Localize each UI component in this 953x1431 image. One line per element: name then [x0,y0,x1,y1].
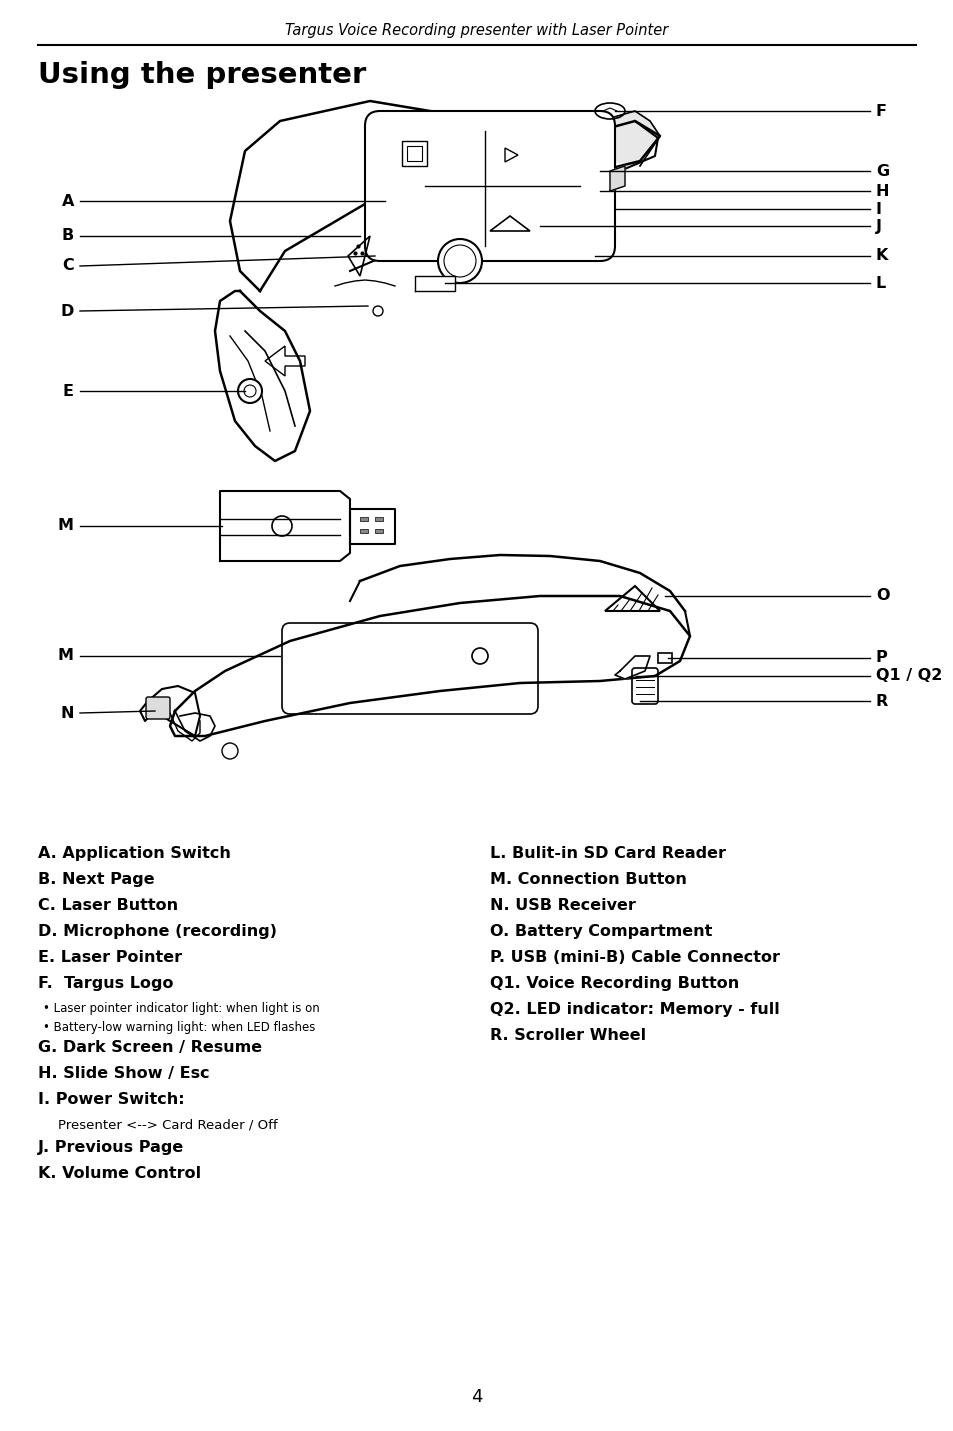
Text: B: B [62,229,74,243]
Polygon shape [415,276,455,290]
Text: H. Slide Show / Esc: H. Slide Show / Esc [38,1066,210,1080]
Text: N: N [60,705,74,720]
Circle shape [237,379,262,404]
Text: Q2. LED indicator: Memory - full: Q2. LED indicator: Memory - full [490,1002,779,1017]
Text: C: C [62,259,74,273]
Text: Using the presenter: Using the presenter [38,62,366,89]
Text: E. Laser Pointer: E. Laser Pointer [38,950,182,964]
Text: G. Dark Screen / Resume: G. Dark Screen / Resume [38,1040,262,1055]
Text: P: P [875,651,887,665]
FancyBboxPatch shape [146,697,170,718]
Text: C. Laser Button: C. Laser Button [38,899,178,913]
Text: N. USB Receiver: N. USB Receiver [490,899,636,913]
Circle shape [437,239,481,283]
Text: F.  Targus Logo: F. Targus Logo [38,976,173,992]
Polygon shape [350,555,689,703]
Text: Targus Voice Recording presenter with Laser Pointer: Targus Voice Recording presenter with La… [285,23,668,39]
Text: D. Microphone (recording): D. Microphone (recording) [38,924,276,939]
Text: B. Next Page: B. Next Page [38,871,154,887]
Polygon shape [214,290,310,461]
Polygon shape [609,166,624,190]
Bar [658,653,671,663]
Text: G: G [875,163,888,179]
Polygon shape [230,102,659,290]
Text: E: E [63,384,74,398]
Polygon shape [615,655,649,678]
Polygon shape [170,595,689,736]
Polygon shape [350,509,395,544]
Text: R. Scroller Wheel: R. Scroller Wheel [490,1027,645,1043]
Text: D: D [61,303,74,319]
Polygon shape [220,491,350,561]
Text: • Laser pointer indicator light: when light is on: • Laser pointer indicator light: when li… [43,1002,319,1015]
Text: • Battery-low warning light: when LED flashes: • Battery-low warning light: when LED fl… [43,1020,315,1035]
Text: O: O [875,588,888,604]
Text: J: J [875,219,882,233]
Text: M. Connection Button: M. Connection Button [490,871,686,887]
Text: K: K [875,249,887,263]
Text: R: R [875,694,887,708]
Polygon shape [550,112,659,166]
Bar [375,517,382,521]
Text: Q1 / Q2: Q1 / Q2 [875,668,942,684]
Text: M: M [58,518,74,534]
Text: 4: 4 [471,1388,482,1407]
Polygon shape [140,685,200,736]
Text: I. Power Switch:: I. Power Switch: [38,1092,185,1108]
Text: I: I [875,202,882,216]
Text: J. Previous Page: J. Previous Page [38,1141,184,1155]
Text: Q1. Voice Recording Button: Q1. Voice Recording Button [490,976,739,992]
Text: A: A [62,193,74,209]
Text: P. USB (mini-B) Cable Connector: P. USB (mini-B) Cable Connector [490,950,780,964]
Text: A. Application Switch: A. Application Switch [38,846,231,861]
Text: F: F [875,103,886,119]
Text: H: H [875,183,888,199]
Text: L. Bulit-in SD Card Reader: L. Bulit-in SD Card Reader [490,846,725,861]
FancyBboxPatch shape [365,112,615,260]
Text: M: M [58,648,74,664]
Text: O. Battery Compartment: O. Battery Compartment [490,924,712,939]
Bar [375,529,382,532]
Text: Presenter <--> Card Reader / Off: Presenter <--> Card Reader / Off [58,1118,277,1130]
Text: L: L [875,276,885,290]
Bar [359,517,368,521]
Text: K. Volume Control: K. Volume Control [38,1166,201,1181]
Bar [359,529,368,532]
